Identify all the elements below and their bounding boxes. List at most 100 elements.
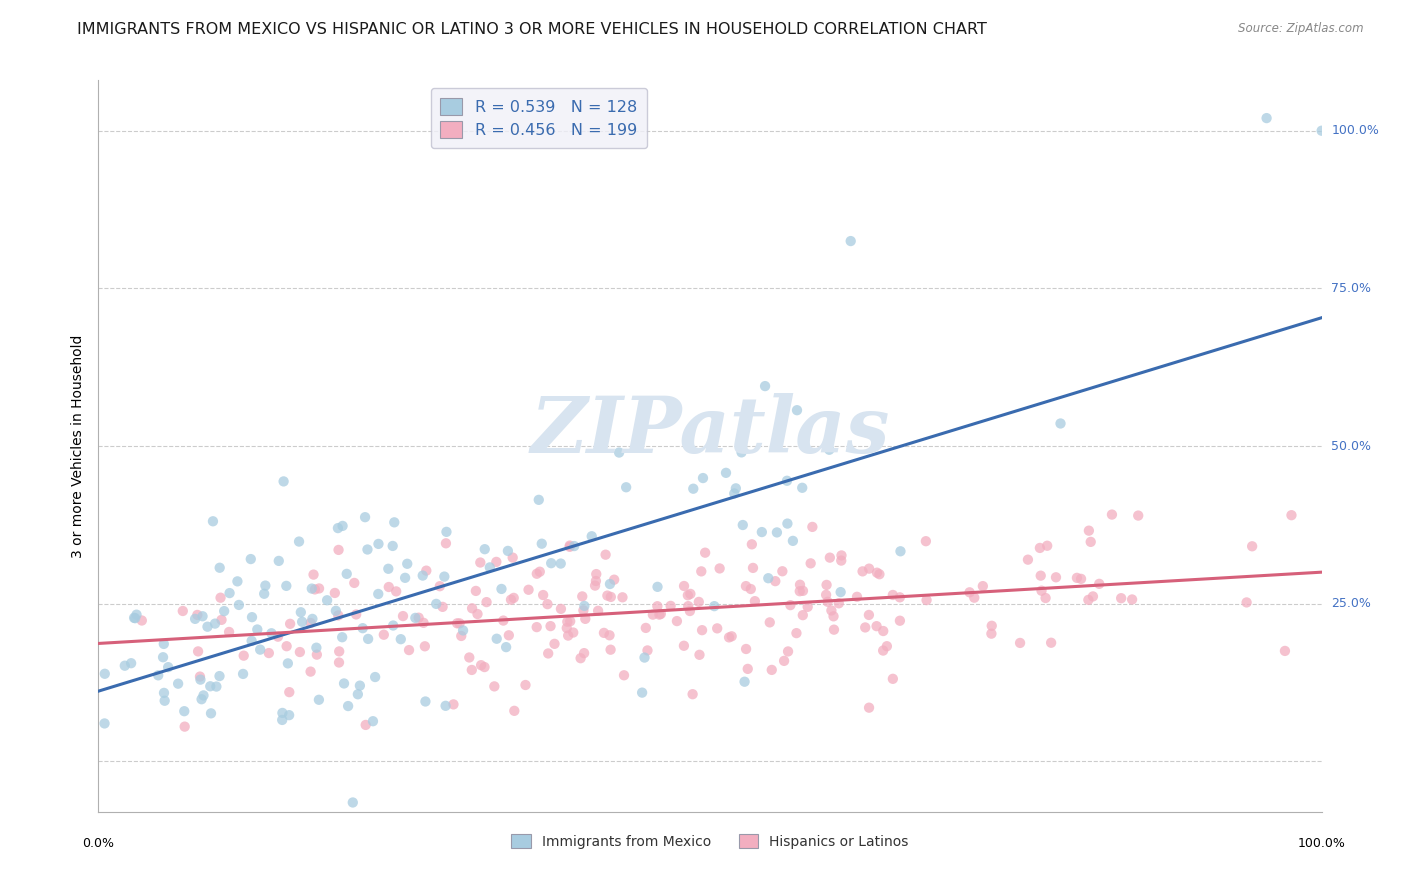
Point xyxy=(866,566,889,580)
Point xyxy=(443,698,465,712)
Point xyxy=(540,556,562,570)
Point xyxy=(124,611,146,625)
Point xyxy=(434,536,457,550)
Point xyxy=(872,624,894,638)
Point xyxy=(491,582,513,596)
Y-axis label: 3 or more Vehicles in Household: 3 or more Vehicles in Household xyxy=(72,334,86,558)
Point xyxy=(792,583,814,598)
Point xyxy=(308,582,330,596)
Text: 100.0%: 100.0% xyxy=(1331,124,1379,137)
Point xyxy=(574,612,596,626)
Point xyxy=(122,611,145,625)
Point xyxy=(599,577,621,591)
Point xyxy=(367,537,389,551)
Point xyxy=(184,612,207,626)
Point xyxy=(770,564,793,578)
Point xyxy=(761,663,783,677)
Point xyxy=(382,618,405,632)
Point xyxy=(120,657,142,671)
Point xyxy=(889,614,911,628)
Point xyxy=(173,704,195,718)
Point xyxy=(461,663,484,677)
Point xyxy=(980,619,1002,633)
Point xyxy=(740,582,762,596)
Point xyxy=(326,521,349,535)
Point xyxy=(526,566,548,581)
Point xyxy=(1088,577,1111,591)
Point xyxy=(744,594,766,608)
Point xyxy=(682,687,704,701)
Point xyxy=(839,234,862,248)
Point xyxy=(1036,539,1059,553)
Point xyxy=(676,588,699,602)
Point xyxy=(782,533,804,548)
Point xyxy=(562,539,585,553)
Point xyxy=(257,646,280,660)
Point xyxy=(1080,534,1102,549)
Point xyxy=(800,557,823,571)
Point xyxy=(963,591,986,605)
Point xyxy=(571,590,593,604)
Point xyxy=(543,637,565,651)
Point xyxy=(267,554,290,568)
Point xyxy=(724,481,747,495)
Point xyxy=(1045,570,1067,584)
Point xyxy=(569,651,592,665)
Point xyxy=(153,694,176,708)
Point xyxy=(858,700,880,714)
Point xyxy=(1121,592,1143,607)
Point xyxy=(876,639,898,653)
Point xyxy=(197,620,219,634)
Text: 0.0%: 0.0% xyxy=(83,837,114,850)
Point xyxy=(679,604,702,618)
Point xyxy=(131,614,153,628)
Point xyxy=(1070,572,1092,586)
Point xyxy=(446,616,468,631)
Point xyxy=(1017,552,1039,566)
Point xyxy=(190,692,212,706)
Point xyxy=(614,480,637,494)
Point xyxy=(342,796,364,810)
Point xyxy=(458,650,481,665)
Text: 50.0%: 50.0% xyxy=(1331,440,1371,452)
Point xyxy=(475,595,498,609)
Point xyxy=(415,694,437,708)
Point xyxy=(211,613,233,627)
Point xyxy=(741,537,763,551)
Point xyxy=(394,571,416,585)
Point xyxy=(676,599,699,614)
Point xyxy=(586,604,609,618)
Point xyxy=(385,584,408,599)
Point xyxy=(637,643,659,657)
Point xyxy=(114,658,136,673)
Point xyxy=(434,698,457,713)
Point xyxy=(349,679,371,693)
Point xyxy=(450,629,472,643)
Point xyxy=(1128,508,1150,523)
Point xyxy=(858,561,880,575)
Text: IMMIGRANTS FROM MEXICO VS HISPANIC OR LATINO 3 OR MORE VEHICLES IN HOUSEHOLD COR: IMMIGRANTS FROM MEXICO VS HISPANIC OR LA… xyxy=(77,22,987,37)
Point xyxy=(278,708,301,723)
Point xyxy=(665,614,688,628)
Point xyxy=(792,481,814,495)
Point xyxy=(478,560,501,574)
Point xyxy=(688,595,710,609)
Point xyxy=(737,662,759,676)
Point xyxy=(1274,644,1296,658)
Point xyxy=(1029,568,1052,582)
Point xyxy=(537,647,560,661)
Point xyxy=(690,565,713,579)
Point xyxy=(581,529,603,543)
Point xyxy=(731,518,754,533)
Point xyxy=(291,615,314,629)
Point xyxy=(218,586,240,600)
Point xyxy=(723,486,745,500)
Point xyxy=(305,648,328,662)
Point xyxy=(209,591,232,605)
Point xyxy=(153,637,176,651)
Point xyxy=(343,576,366,591)
Point xyxy=(558,540,581,554)
Point xyxy=(461,601,484,615)
Point xyxy=(364,670,387,684)
Point xyxy=(288,534,311,549)
